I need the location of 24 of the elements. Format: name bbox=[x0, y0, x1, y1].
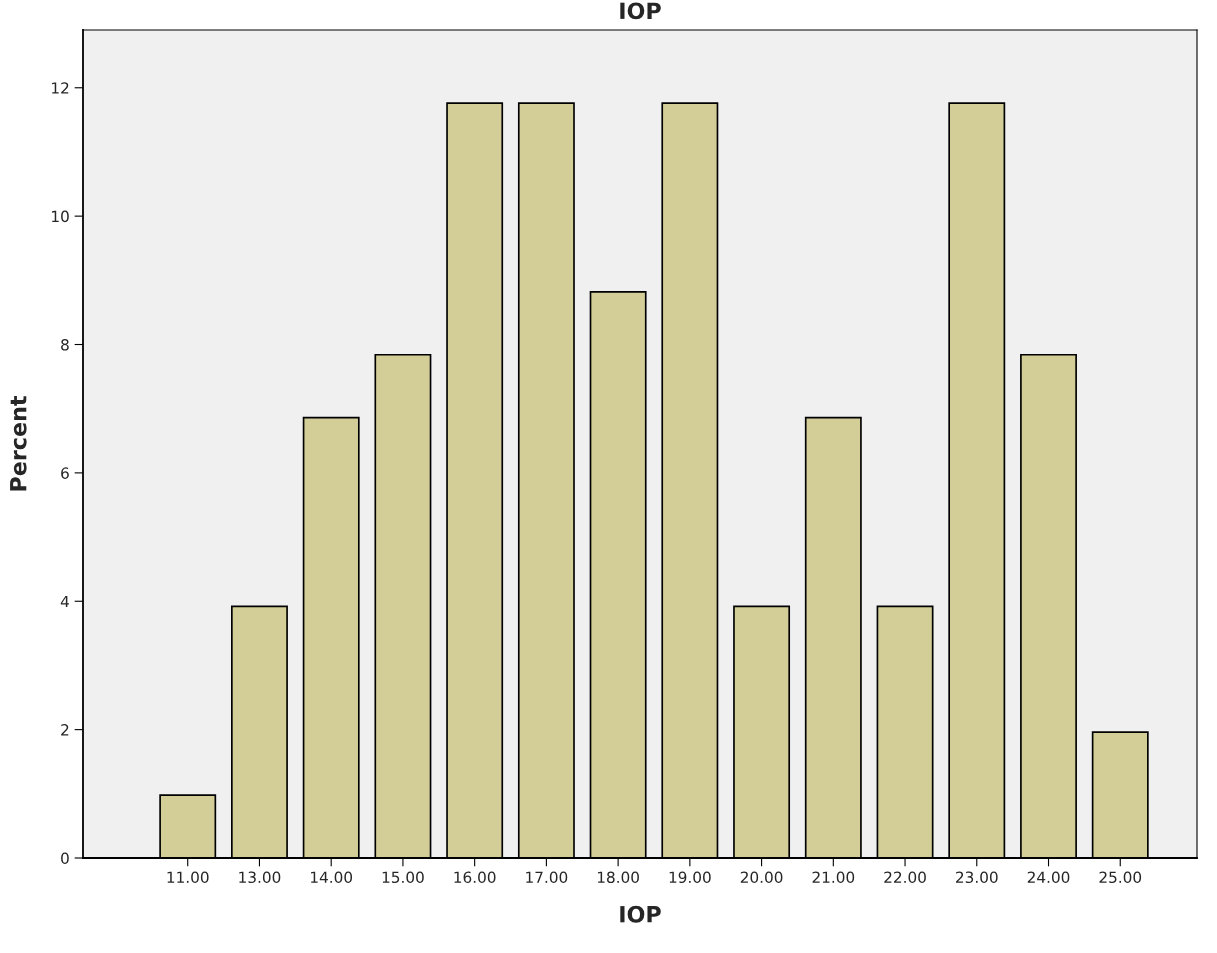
x-tick-label: 22.00 bbox=[884, 871, 926, 884]
x-tick-label: 21.00 bbox=[812, 871, 855, 884]
x-tick-label: 19.00 bbox=[669, 871, 711, 884]
y-tick-label: 4 bbox=[60, 595, 69, 608]
y-tick-label: 0 bbox=[61, 852, 69, 865]
y-tick-label: 10 bbox=[52, 210, 69, 223]
x-tick-label: 25.00 bbox=[1099, 871, 1142, 884]
y-tick-label: 8 bbox=[61, 338, 69, 351]
y-tick-label: 6 bbox=[61, 467, 69, 479]
x-tick-label: 23.00 bbox=[956, 871, 998, 884]
y-tick-label: 12 bbox=[52, 82, 69, 94]
x-tick-label: 13.00 bbox=[239, 871, 281, 884]
x-tick-label: 15.00 bbox=[382, 871, 424, 884]
x-tick-label: 14.00 bbox=[311, 871, 353, 884]
x-tick-label: 16.00 bbox=[454, 871, 496, 884]
y-tick-label: 2 bbox=[61, 724, 69, 736]
y-axis-title: Percent bbox=[10, 396, 27, 491]
x-tick-label: 20.00 bbox=[740, 871, 783, 884]
x-tick-label: 17.00 bbox=[526, 871, 568, 884]
x-tick-label: 11.00 bbox=[167, 871, 209, 884]
chart-title: IOP bbox=[620, 2, 661, 20]
x-tick-label: 18.00 bbox=[597, 871, 639, 884]
x-tick-label: 24.00 bbox=[1027, 871, 1070, 884]
x-axis-title: IOP bbox=[620, 905, 661, 923]
